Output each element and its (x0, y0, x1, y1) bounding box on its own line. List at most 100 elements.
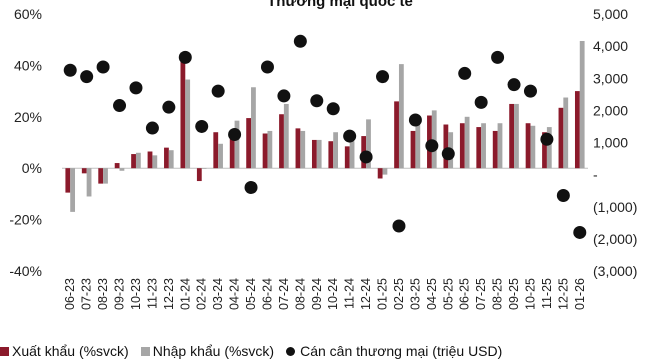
export-bar (180, 52, 186, 169)
import-bar (316, 139, 322, 169)
exports-swatch-icon (0, 346, 9, 356)
export-bar (394, 101, 399, 169)
x-tick-label: 10-25 (523, 278, 537, 310)
import-bar (530, 125, 536, 169)
import-bar (86, 168, 92, 197)
x-tick-label: 12-23 (162, 278, 176, 310)
trade-balance-dot (293, 34, 307, 48)
right-tick-label: (2,000) (593, 231, 637, 247)
legend-item-exports: Xuất khẩu (%svck) (0, 343, 129, 359)
trade-balance-dot (178, 50, 192, 64)
x-tick-label: 09-23 (113, 278, 127, 310)
x-tick-label: 05-24 (244, 278, 258, 310)
import-bar (579, 40, 585, 169)
balance-dots (63, 34, 587, 239)
x-tick-label: 08-23 (96, 278, 110, 310)
x-tick-label: 02-25 (392, 278, 406, 310)
export-bar (410, 130, 416, 169)
export-bar (262, 133, 268, 169)
export-bar (542, 132, 547, 169)
export-bar (196, 168, 202, 182)
import-bar (267, 130, 273, 169)
export-bar (377, 168, 383, 179)
left-tick-label: 60% (14, 6, 42, 22)
export-bar (164, 147, 169, 169)
import-bar (333, 132, 339, 169)
x-tick-label: 10-24 (326, 278, 340, 310)
left-tick-label: 40% (14, 57, 42, 73)
trade-balance-dot (129, 81, 143, 95)
trade-balance-dot (458, 66, 472, 80)
trade-balance-dot (195, 119, 209, 133)
right-tick-label: - (593, 167, 598, 183)
import-bar (185, 79, 191, 169)
x-tick-label: 09-24 (310, 278, 324, 310)
x-tick-label: 06-25 (458, 278, 472, 310)
x-tick-label: 01-24 (178, 278, 192, 310)
trade-balance-dot (80, 70, 94, 84)
export-bar (525, 123, 531, 169)
x-tick-label: 05-25 (441, 278, 455, 310)
import-bar (300, 130, 306, 169)
import-bar (135, 152, 141, 169)
x-tick-label: 11-24 (343, 278, 357, 309)
trade-balance-dot (573, 225, 587, 239)
export-bar (443, 124, 449, 169)
import-bar (234, 120, 240, 169)
import-bar (546, 127, 552, 169)
trade-balance-dot (359, 150, 373, 164)
export-bar (344, 146, 350, 169)
balance-dot-icon (286, 346, 296, 356)
x-tick-label: 02-24 (195, 278, 209, 310)
import-bar (514, 103, 519, 169)
x-tick-label: 04-24 (228, 278, 242, 310)
import-bar (382, 168, 388, 175)
import-bar (168, 150, 174, 169)
chart-title: Thương mại quốc tế (267, 0, 413, 10)
right-tick-label: 1,000 (593, 135, 628, 151)
export-bar (509, 103, 515, 169)
x-tick-label: 11-25 (540, 278, 554, 309)
import-bar (563, 97, 569, 169)
trade-balance-dot (540, 132, 554, 146)
export-bar (574, 91, 580, 169)
left-tick-label: 0% (22, 160, 42, 176)
legend-label-balance: Cán cân thương mại (triệu USD) (300, 343, 503, 359)
trade-balance-dot (343, 129, 357, 143)
export-bar (311, 139, 317, 169)
right-tick-label: 3,000 (593, 70, 628, 86)
trade-balance-dot (310, 94, 324, 108)
export-bar (279, 114, 284, 169)
import-bar (201, 168, 207, 169)
export-bar (246, 118, 252, 169)
x-tick-label: 08-24 (293, 278, 307, 310)
trade-balance-dot (260, 60, 274, 74)
x-tick-label: 03-24 (211, 278, 225, 310)
trade-balance-dot (162, 100, 176, 114)
right-tick-label: (3,000) (593, 263, 637, 279)
x-tick-label: 12-25 (556, 278, 570, 310)
x-tick-label: 01-25 (376, 278, 390, 310)
x-tick-label: 12-24 (359, 278, 373, 310)
import-bar (152, 155, 158, 169)
legend-item-balance: Cán cân thương mại (triệu USD) (286, 343, 502, 359)
trade-balance-dot (392, 219, 406, 233)
trade-balance-dot (425, 139, 439, 153)
trade-balance-dot (441, 147, 455, 161)
x-tick-label: 04-25 (425, 278, 439, 310)
x-tick-label: 10-23 (129, 278, 143, 310)
legend-item-imports: Nhập khẩu (%svck) (140, 343, 274, 359)
bar-marks (65, 40, 585, 212)
trade-balance-dot (277, 89, 291, 103)
export-bar (492, 130, 498, 169)
export-bar (476, 127, 482, 169)
import-bar (366, 119, 371, 169)
trade-balance-dot (96, 60, 110, 74)
export-bar (65, 168, 71, 193)
import-bar (218, 143, 223, 169)
import-bar (415, 124, 421, 169)
import-bar (283, 103, 289, 169)
x-tick-label: 11-23 (145, 278, 159, 309)
export-bar (114, 163, 120, 169)
x-tick-label: 07-23 (80, 278, 94, 310)
